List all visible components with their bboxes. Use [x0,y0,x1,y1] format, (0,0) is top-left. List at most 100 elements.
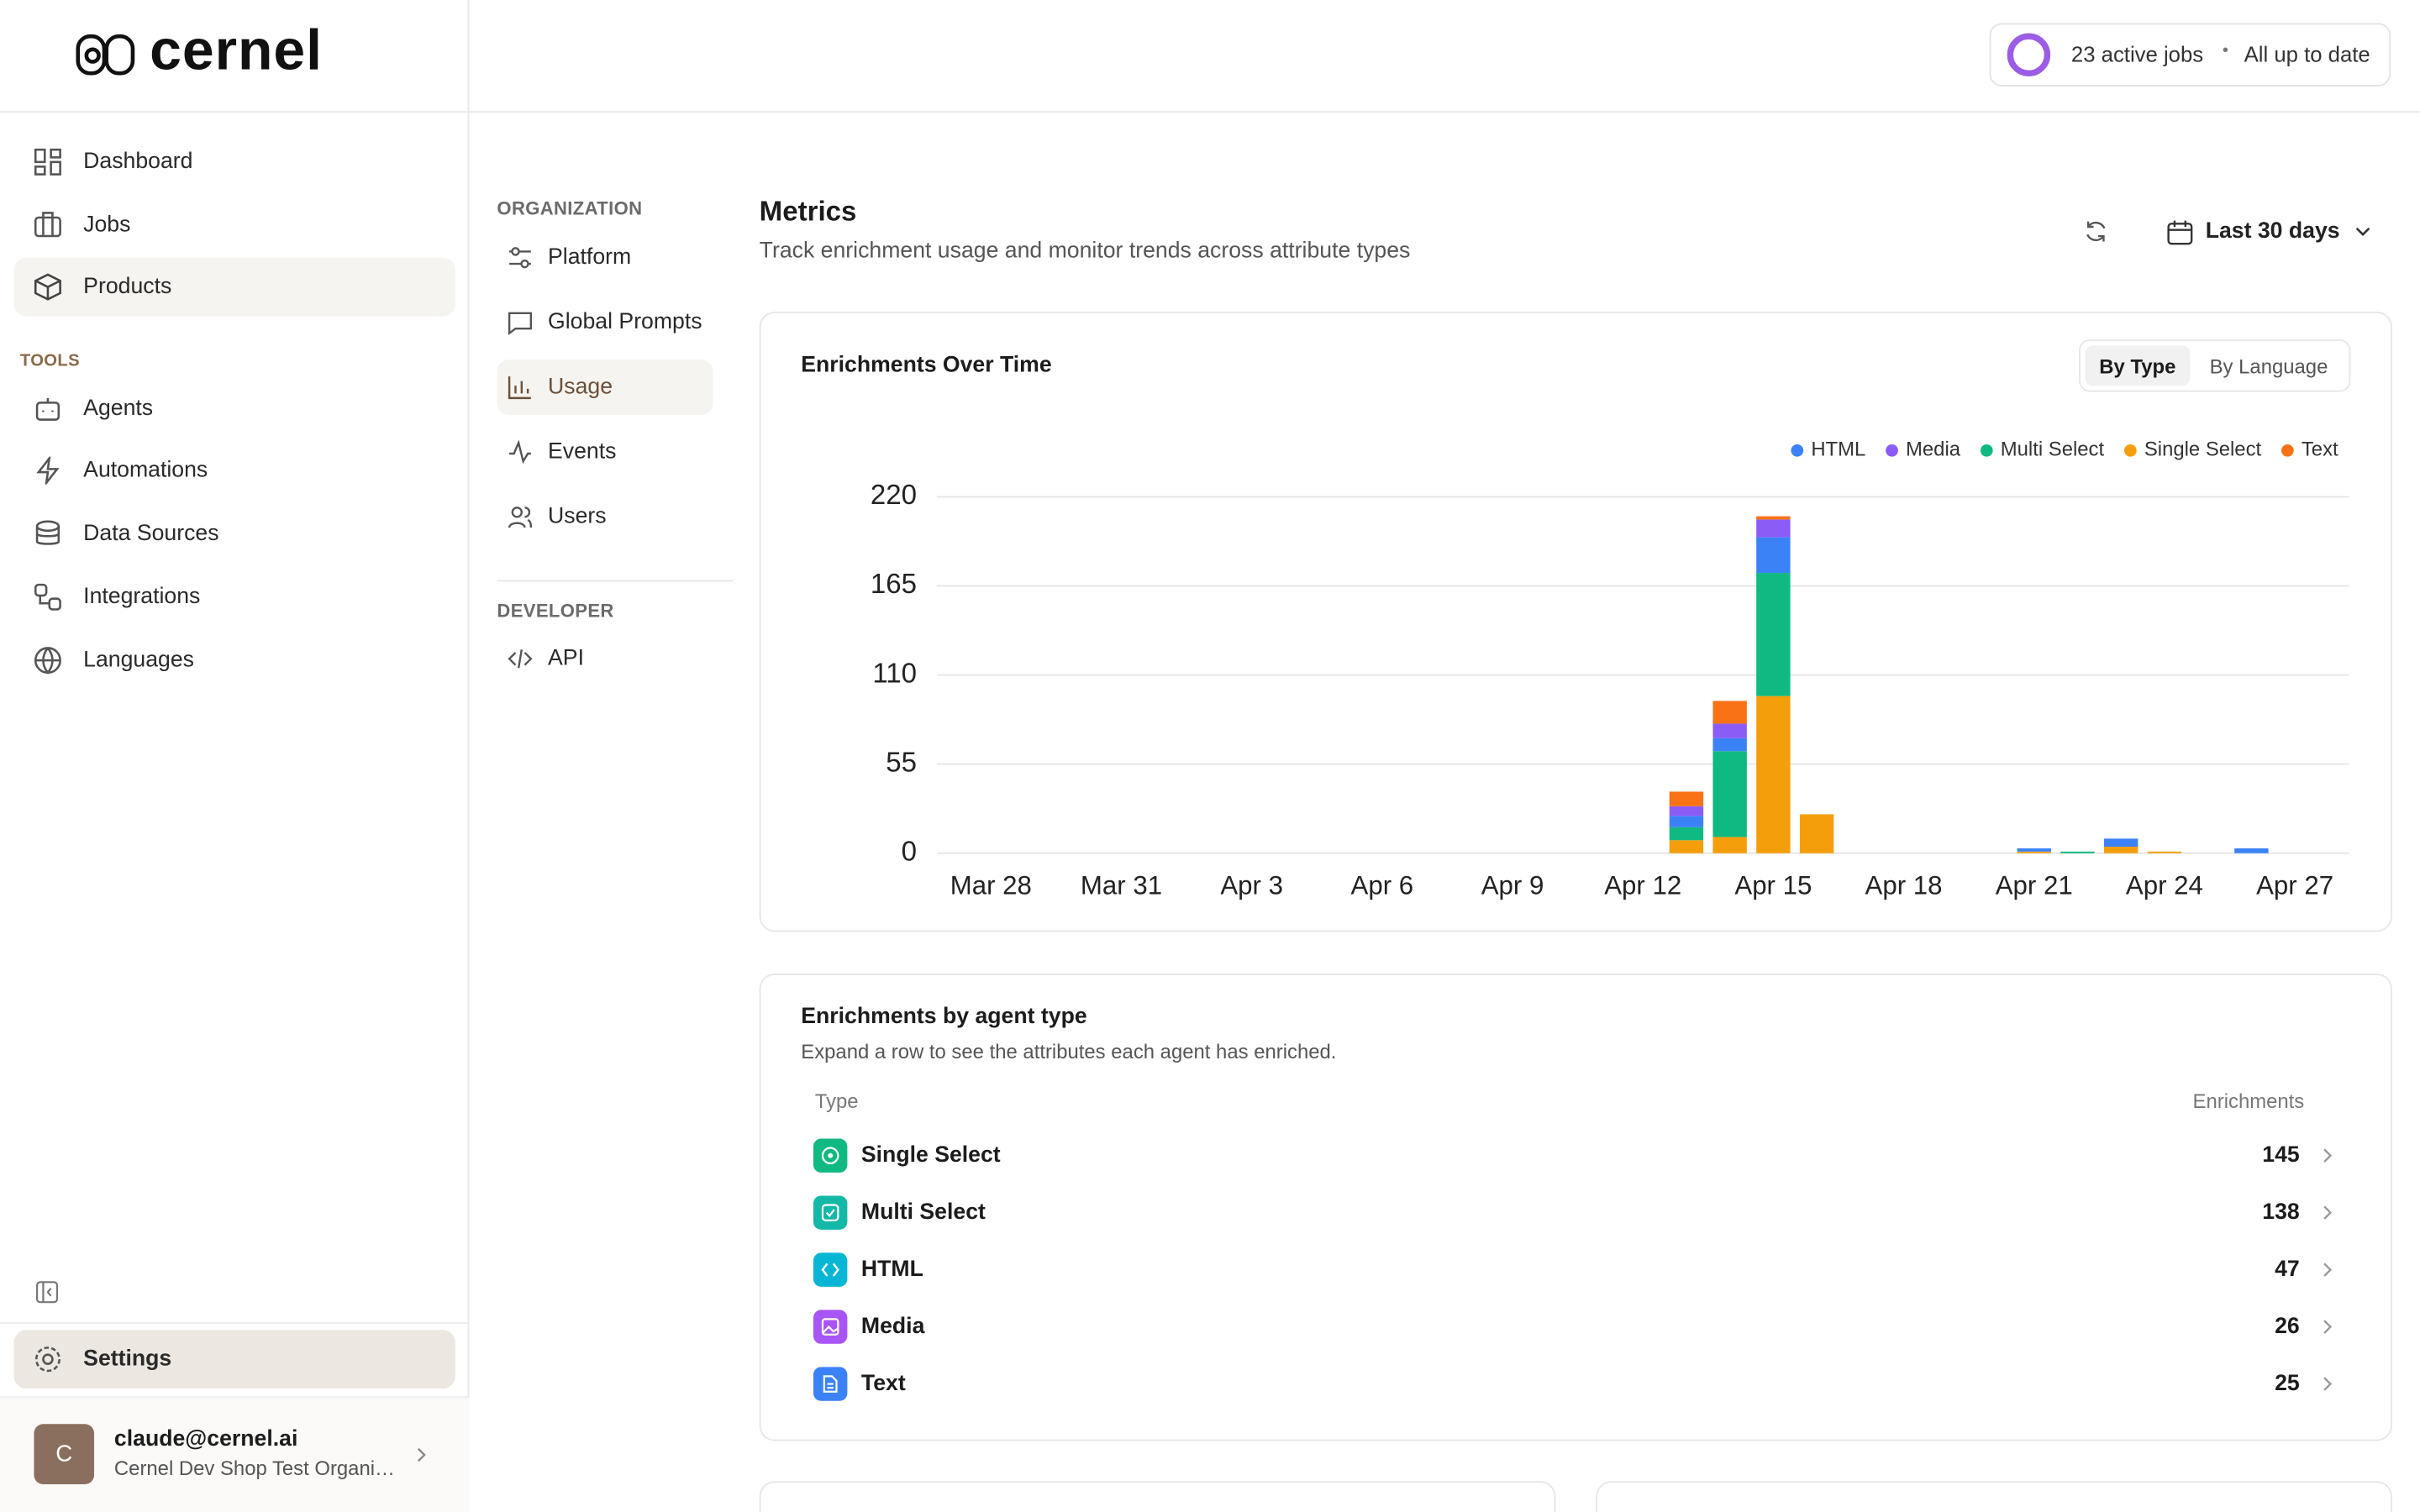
divider [0,1322,470,1324]
chevron [2323,1320,2333,1334]
x-tick-label: Apr 18 [1865,870,1943,900]
divider [497,580,734,582]
nav-label: Languages [83,648,194,673]
table-row[interactable]: Single Select 145 [813,1136,2333,1176]
toggle-option[interactable]: By Type [2085,345,2191,386]
icon [509,247,531,269]
table-title: Enrichments by agent type [801,1004,1087,1030]
legend-label: Multi Select [2001,438,2105,461]
bar-segment [1799,814,1834,853]
logo-text: cernel [150,18,323,82]
nav-label: Integrations [83,585,201,610]
chevron [2355,227,2370,237]
count: 138 [2262,1200,2300,1226]
bar-segment [1756,519,1791,538]
nav-item[interactable]: Dashboard [14,133,455,192]
settings-nav-item[interactable]: Events [497,424,713,480]
bar-segment [2017,848,2051,852]
icon [36,456,60,485]
nav-item[interactable]: Jobs [14,196,455,255]
user-org: Cernel Dev Shop Test Organi… [113,1456,395,1480]
settings-nav-item[interactable]: Platform [497,230,713,286]
separator: • [2222,41,2228,60]
y-tick-label: 55 [886,747,917,778]
bar-segment [1712,837,1747,853]
icon [35,520,60,545]
bar-segment [1669,827,1704,841]
nav-item[interactable]: Automations [14,441,455,500]
icon [34,1347,61,1373]
icon [508,649,533,669]
date-range-label: Last 30 days [2205,218,2340,244]
icon [34,148,61,176]
table-card [759,973,2392,1441]
bar-segment [2147,851,2182,853]
icon [35,397,60,421]
type-name: Text [860,1371,906,1397]
legend-swatch [1980,444,1993,457]
type-icon [813,1252,848,1287]
bar-segment [2060,851,2095,853]
bar-segment [1712,751,1747,837]
type-icon [813,1367,848,1401]
card [1596,1481,2392,1512]
settings-nav-item[interactable]: API [497,631,713,686]
toggle [2079,339,2351,392]
legend-swatch [2123,444,2137,457]
legend-swatch [2281,444,2294,457]
bar-segment [1669,840,1704,853]
legend-label: Single Select [2144,438,2262,461]
y-tick-label: 110 [872,658,917,689]
bar-segment [1756,537,1791,574]
nav-label: API [548,646,584,671]
section-heading: ORGANIZATION [497,197,643,219]
column-header: Type [814,1089,859,1113]
settings-nav-item[interactable]: Global Prompts [497,295,713,350]
table-row[interactable]: Media 26 [813,1307,2333,1347]
count: 145 [2262,1143,2300,1168]
count: 26 [2275,1314,2300,1340]
page-title: Metrics [759,196,857,228]
bar-segment [1669,806,1704,816]
table-row[interactable]: Text 25 [813,1364,2333,1404]
nav-label: Jobs [83,213,131,238]
icon [34,212,61,238]
toggle-option[interactable]: By Language [2209,354,2328,378]
x-tick-label: Apr 21 [1996,870,2073,900]
bar-segment [1712,723,1747,738]
nav-item[interactable]: Agents [14,380,455,438]
chevron [417,1447,426,1462]
section-heading: TOOLS [19,351,80,370]
x-tick-label: Apr 12 [1604,870,1681,900]
x-tick-label: Mar 31 [1081,870,1162,900]
bar-segment [1712,738,1747,752]
legend-label: Media [1906,438,1961,461]
icon [2167,219,2193,244]
nav-item[interactable]: Products [13,257,455,317]
nav-item[interactable]: Settings [13,1330,455,1389]
table-subtitle: Expand a row to see the attributes each … [801,1039,1337,1063]
x-tick-label: Apr 6 [1351,870,1414,900]
legend-label: Text [2302,438,2338,461]
table-row[interactable]: HTML 47 [813,1250,2333,1290]
count: 47 [2275,1257,2300,1283]
table-row[interactable]: Multi Select 138 [813,1193,2333,1233]
date-range[interactable]: Last 30 days [2154,210,2380,253]
nav-item[interactable]: Integrations [14,568,455,627]
type-icon [813,1310,848,1344]
bar-segment [1756,696,1791,853]
collapse-button[interactable] [35,1280,59,1304]
y-tick-label: 165 [871,569,917,600]
column-header: Enrichments [2192,1089,2305,1113]
user-email: claude@cernel.ai [113,1426,298,1452]
nav-label: Global Prompts [548,310,702,335]
bar-segment [1669,816,1704,827]
settings-nav-item[interactable]: Usage [497,359,713,416]
settings-nav-item[interactable]: Users [497,489,713,544]
nav-item[interactable]: Data Sources [14,505,455,564]
bar-segment [1756,573,1791,696]
nav-item[interactable]: Languages [14,631,455,690]
refresh-button[interactable] [2084,219,2108,244]
jobs-status[interactable] [1989,23,2391,87]
x-tick-label: Apr 24 [2126,870,2203,900]
